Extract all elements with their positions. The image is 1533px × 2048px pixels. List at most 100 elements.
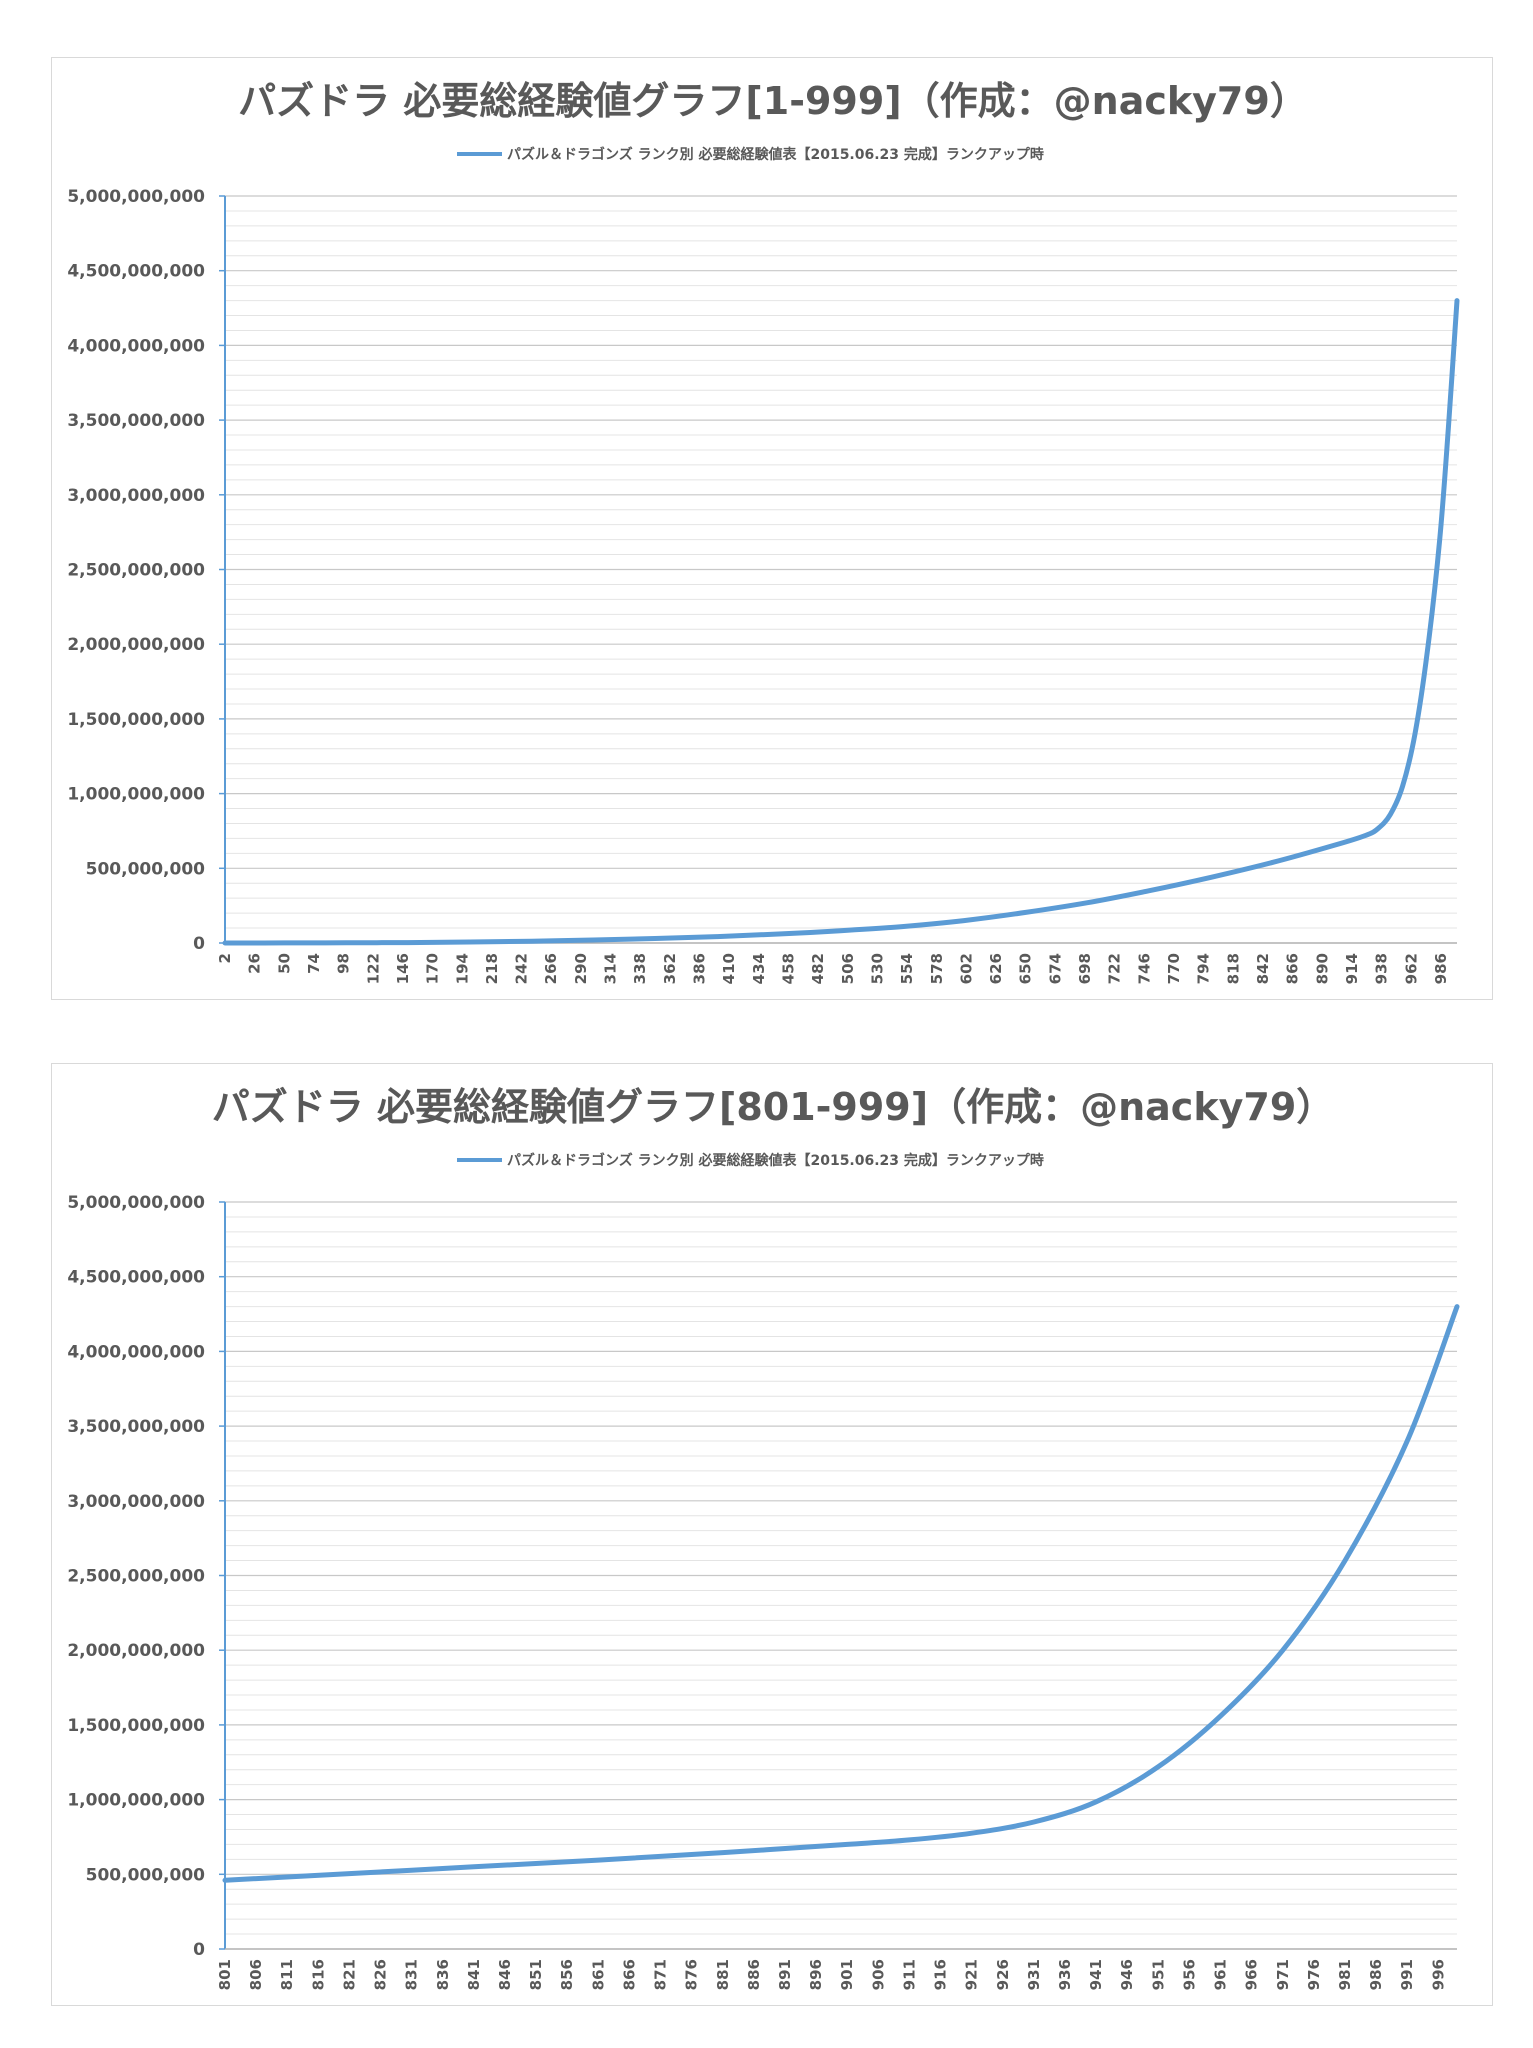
- x-tick-label: 218: [483, 953, 501, 984]
- x-tick-label: 602: [957, 953, 975, 984]
- legend: パズル＆ドラゴンズ ランク別 必要総経験値表【2015.06.23 完成】ランク…: [457, 146, 1044, 163]
- x-tick-label: 996: [1429, 1959, 1447, 1990]
- x-tick-label: 896: [807, 1959, 825, 1990]
- x-tick-label: 911: [900, 1959, 918, 1990]
- y-tick-labels: 0 500,000,000 1,000,000,000 1,500,000,000 2,…: [67, 1193, 205, 1960]
- x-tick-label: 74: [305, 953, 323, 974]
- x-tick-label: 338: [631, 953, 649, 984]
- y-tick-label: 1,000,000,000: [67, 1791, 205, 1811]
- x-tick-label: 961: [1212, 1959, 1230, 1990]
- x-tick-label: 794: [1195, 953, 1213, 984]
- series-line-0: [222, 298, 1460, 946]
- x-tick-label: 722: [1106, 953, 1124, 984]
- x-tick-label: 842: [1254, 953, 1272, 984]
- legend: パズル＆ドラゴンズ ランク別 必要総経験値表【2015.06.23 完成】ランク…: [457, 1152, 1044, 1169]
- x-tick-label: 554: [898, 953, 916, 984]
- y-tick-label: 2,000,000,000: [67, 1641, 205, 1661]
- x-tick-label: 290: [572, 953, 590, 984]
- chart-title: パズドラ 必要総経験値グラフ[1-999]（作成：@nacky79）: [238, 79, 1308, 123]
- series-layer: [222, 298, 1460, 946]
- y-tick-label: 3,500,000,000: [67, 411, 205, 431]
- x-tick-label: 956: [1180, 1959, 1198, 1990]
- x-tick-label: 871: [652, 1959, 670, 1990]
- x-tick-label: 936: [1056, 1959, 1074, 1990]
- x-tick-label: 806: [247, 1959, 265, 1990]
- x-tick-label: 866: [620, 1959, 638, 1990]
- x-tick-label: 986: [1432, 953, 1450, 984]
- legend-entry: パズル＆ドラゴンズ ランク別 必要総経験値表【2015.06.23 完成】ランク…: [507, 1152, 1044, 1169]
- x-tick-label: 506: [839, 953, 857, 984]
- y-tick-label: 0: [193, 1940, 205, 1960]
- y-tick-label: 500,000,000: [86, 1865, 206, 1885]
- x-tick-label: 578: [928, 953, 946, 984]
- x-tick-label: 916: [932, 1959, 950, 1990]
- x-tick-label: 876: [683, 1959, 701, 1990]
- x-tick-label: 386: [691, 953, 709, 984]
- chart-panel-2: パズドラ 必要総経験値グラフ[801-999]（作成：@nacky79） パズル…: [51, 1063, 1493, 2006]
- x-tick-label: 891: [776, 1959, 794, 1990]
- x-tick-label: 938: [1373, 953, 1391, 984]
- y-tick-label: 3,000,000,000: [67, 1492, 205, 1512]
- x-tick-label: 122: [364, 953, 382, 984]
- x-tick-label: 890: [1313, 953, 1331, 984]
- x-tick-label: 146: [394, 953, 412, 984]
- x-tick-label: 941: [1087, 1959, 1105, 1990]
- x-tick-label: 434: [750, 953, 768, 984]
- x-tick-label: 861: [589, 1959, 607, 1990]
- x-tick-label: 626: [987, 953, 1005, 984]
- x-tick-label: 931: [1025, 1959, 1043, 1990]
- x-tick-label: 314: [602, 953, 620, 984]
- y-tick-label: 3,000,000,000: [67, 486, 205, 506]
- x-tick-label: 951: [1149, 1959, 1167, 1990]
- x-tick-label: 821: [340, 1959, 358, 1990]
- x-tick-label: 926: [994, 1959, 1012, 1990]
- y-tick-label: 4,000,000,000: [67, 336, 205, 356]
- x-tick-label: 971: [1274, 1959, 1292, 1990]
- x-tick-label: 836: [434, 1959, 452, 1990]
- y-tick-label: 4,500,000,000: [67, 262, 205, 282]
- x-tick-label: 482: [809, 953, 827, 984]
- x-tick-label: 458: [779, 953, 797, 984]
- y-tick-label: 1,500,000,000: [67, 1716, 205, 1736]
- x-tick-label: 811: [278, 1959, 296, 1990]
- series-line-0: [222, 1304, 1460, 1883]
- x-tick-label: 981: [1336, 1959, 1354, 1990]
- x-tick-label: 50: [275, 953, 293, 974]
- x-tick-label: 866: [1284, 953, 1302, 984]
- y-tick-label: 1,500,000,000: [67, 710, 205, 730]
- y-tick-label: 5,000,000,000: [67, 187, 205, 207]
- x-tick-label: 26: [246, 953, 264, 974]
- chart-title: パズドラ 必要総経験値グラフ[801-999]（作成：@nacky79）: [212, 1085, 1335, 1129]
- x-tick-label: 242: [513, 953, 531, 984]
- x-tick-label: 770: [1165, 953, 1183, 984]
- x-tick-label: 986: [1367, 1959, 1385, 1990]
- x-tick-label: 921: [963, 1959, 981, 1990]
- y-tick-label: 2,500,000,000: [67, 561, 205, 581]
- line-chart-1: パズドラ 必要総経験値グラフ[1-999]（作成：@nacky79） パズル＆ド…: [67, 79, 1460, 984]
- x-tick-label: 966: [1243, 1959, 1261, 1990]
- y-tick-label: 2,500,000,000: [67, 1567, 205, 1587]
- x-tick-label: 991: [1398, 1959, 1416, 1990]
- gridlines: [225, 195, 1457, 929]
- x-tick-label: 194: [453, 953, 471, 984]
- x-tick-label: 801: [216, 1959, 234, 1990]
- y-tick-label: 4,000,000,000: [67, 1342, 205, 1362]
- x-tick-label: 2: [216, 953, 234, 963]
- chart-panel-1: パズドラ 必要総経験値グラフ[1-999]（作成：@nacky79） パズル＆ド…: [51, 57, 1493, 1000]
- x-tick-labels: 2 26 50 74 98 122 146 170 194 218 242 266 290 314 338 3…: [216, 953, 1450, 984]
- x-tick-label: 98: [335, 953, 353, 974]
- legend-entry: パズル＆ドラゴンズ ランク別 必要総経験値表【2015.06.23 完成】ランク…: [507, 146, 1044, 163]
- x-tick-label: 650: [1017, 953, 1035, 984]
- x-tick-label: 906: [869, 1959, 887, 1990]
- x-tick-label: 976: [1305, 1959, 1323, 1990]
- y-tick-labels: 0 500,000,000 1,000,000,000 1,500,000,000 2,…: [67, 187, 205, 954]
- x-tick-label: 746: [1135, 953, 1153, 984]
- x-tick-label: 914: [1343, 953, 1361, 984]
- y-tick-label: 4,500,000,000: [67, 1268, 205, 1288]
- x-tick-label: 698: [1076, 953, 1094, 984]
- x-tick-labels: 801 806 811 816 821 826 831 836 841 846 851 856 861 8…: [216, 1959, 1447, 1990]
- x-tick-label: 886: [745, 1959, 763, 1990]
- x-tick-label: 881: [714, 1959, 732, 1990]
- series-layer: [222, 1304, 1460, 1883]
- x-tick-label: 410: [720, 953, 738, 984]
